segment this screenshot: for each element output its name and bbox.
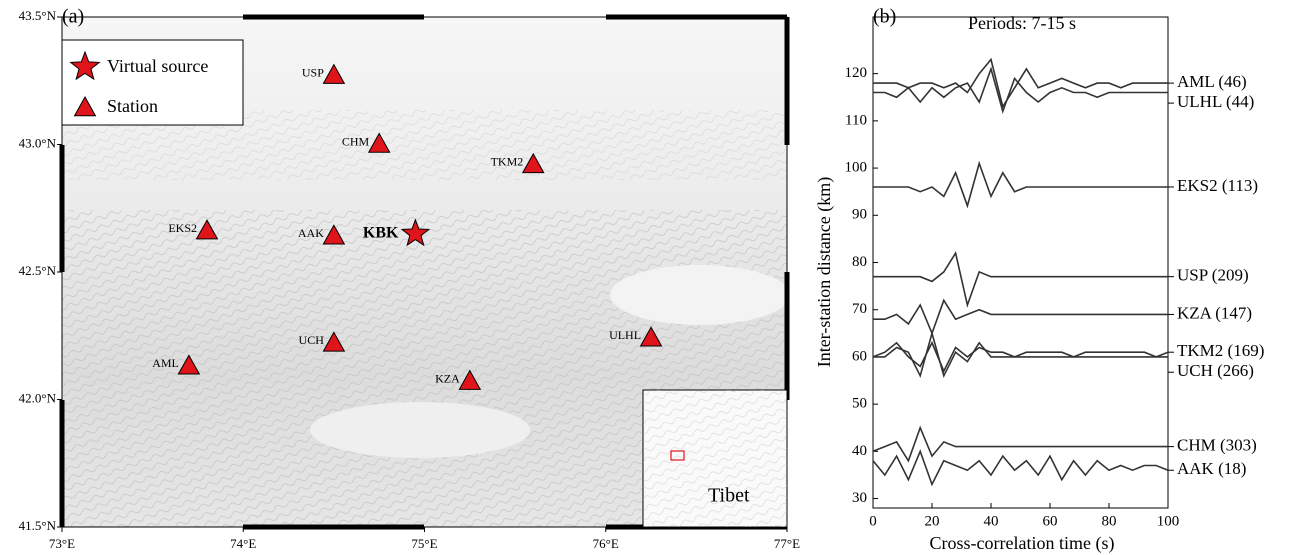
waveform bbox=[873, 253, 1168, 305]
y-tick-label: 42.5°N bbox=[19, 263, 57, 278]
station-label: AAK bbox=[298, 226, 324, 240]
x-tick-label: 0 bbox=[869, 513, 877, 529]
y-tick-label: 90 bbox=[852, 207, 867, 223]
series-label: TKM2 (169) bbox=[1177, 341, 1264, 360]
y-tick-label: 80 bbox=[852, 254, 867, 270]
x-tick-label: 74°E bbox=[230, 536, 256, 551]
waveform bbox=[873, 300, 1168, 333]
series-label: KZA (147) bbox=[1177, 303, 1252, 322]
y-tick-label: 110 bbox=[845, 112, 867, 128]
series-label: EKS2 (113) bbox=[1177, 176, 1258, 195]
series-label: AAK (18) bbox=[1177, 459, 1246, 478]
y-tick-label: 43.5°N bbox=[19, 8, 57, 23]
legend-label: Virtual source bbox=[107, 56, 208, 76]
x-tick-label: 60 bbox=[1043, 513, 1058, 529]
x-axis-label: Cross-correlation time (s) bbox=[930, 533, 1115, 554]
y-tick-label: 100 bbox=[845, 160, 868, 176]
y-tick-label: 40 bbox=[852, 443, 867, 459]
station-label: UCH bbox=[299, 333, 325, 347]
x-tick-label: 73°E bbox=[49, 536, 75, 551]
y-tick-label: 42.0°N bbox=[19, 390, 57, 405]
legend-label: Station bbox=[107, 96, 158, 116]
y-tick-label: 120 bbox=[845, 65, 868, 81]
x-tick-label: 80 bbox=[1102, 513, 1117, 529]
y-tick-label: 43.0°N bbox=[19, 135, 57, 150]
chart-title: Periods: 7-15 s bbox=[968, 13, 1076, 33]
series-label: CHM (303) bbox=[1177, 436, 1257, 455]
station-label: KZA bbox=[435, 371, 460, 385]
waveform bbox=[873, 451, 1168, 484]
series-label: ULHL (44) bbox=[1177, 92, 1254, 111]
x-tick-label: 77°E bbox=[774, 536, 800, 551]
y-tick-label: 30 bbox=[852, 490, 867, 506]
x-tick-label: 76°E bbox=[593, 536, 619, 551]
y-tick-label: 41.5°N bbox=[19, 518, 57, 533]
x-tick-label: 75°E bbox=[411, 536, 437, 551]
station-label: USP bbox=[302, 65, 324, 79]
waveform bbox=[873, 69, 1168, 112]
y-axis-label: Inter-station distance (km) bbox=[814, 177, 835, 368]
inset-label: Tibet bbox=[708, 485, 750, 507]
station-label: CHM bbox=[342, 134, 370, 148]
station-label: TKM2 bbox=[491, 155, 524, 169]
waveform bbox=[873, 428, 1168, 461]
series-label: UCH (266) bbox=[1177, 361, 1254, 380]
series-label: USP (209) bbox=[1177, 266, 1249, 285]
station-label: ULHL bbox=[609, 328, 641, 342]
x-tick-label: 100 bbox=[1157, 513, 1180, 529]
x-tick-label: 20 bbox=[925, 513, 940, 529]
station-label: EKS2 bbox=[168, 221, 197, 235]
valley bbox=[310, 402, 530, 458]
figure: Tibet (a) (b) Periods: 7-15 s Cross-corr… bbox=[0, 0, 1295, 555]
x-tick-label: 40 bbox=[984, 513, 999, 529]
series-label: AML (46) bbox=[1177, 72, 1247, 91]
y-tick-label: 50 bbox=[852, 396, 867, 412]
source-label: KBK bbox=[363, 224, 399, 241]
y-tick-label: 60 bbox=[852, 348, 867, 364]
lake bbox=[610, 265, 790, 325]
station-label: AML bbox=[152, 356, 179, 370]
y-tick-label: 70 bbox=[852, 301, 867, 317]
panel-label: (a) bbox=[62, 6, 84, 28]
waveform bbox=[873, 163, 1168, 205]
